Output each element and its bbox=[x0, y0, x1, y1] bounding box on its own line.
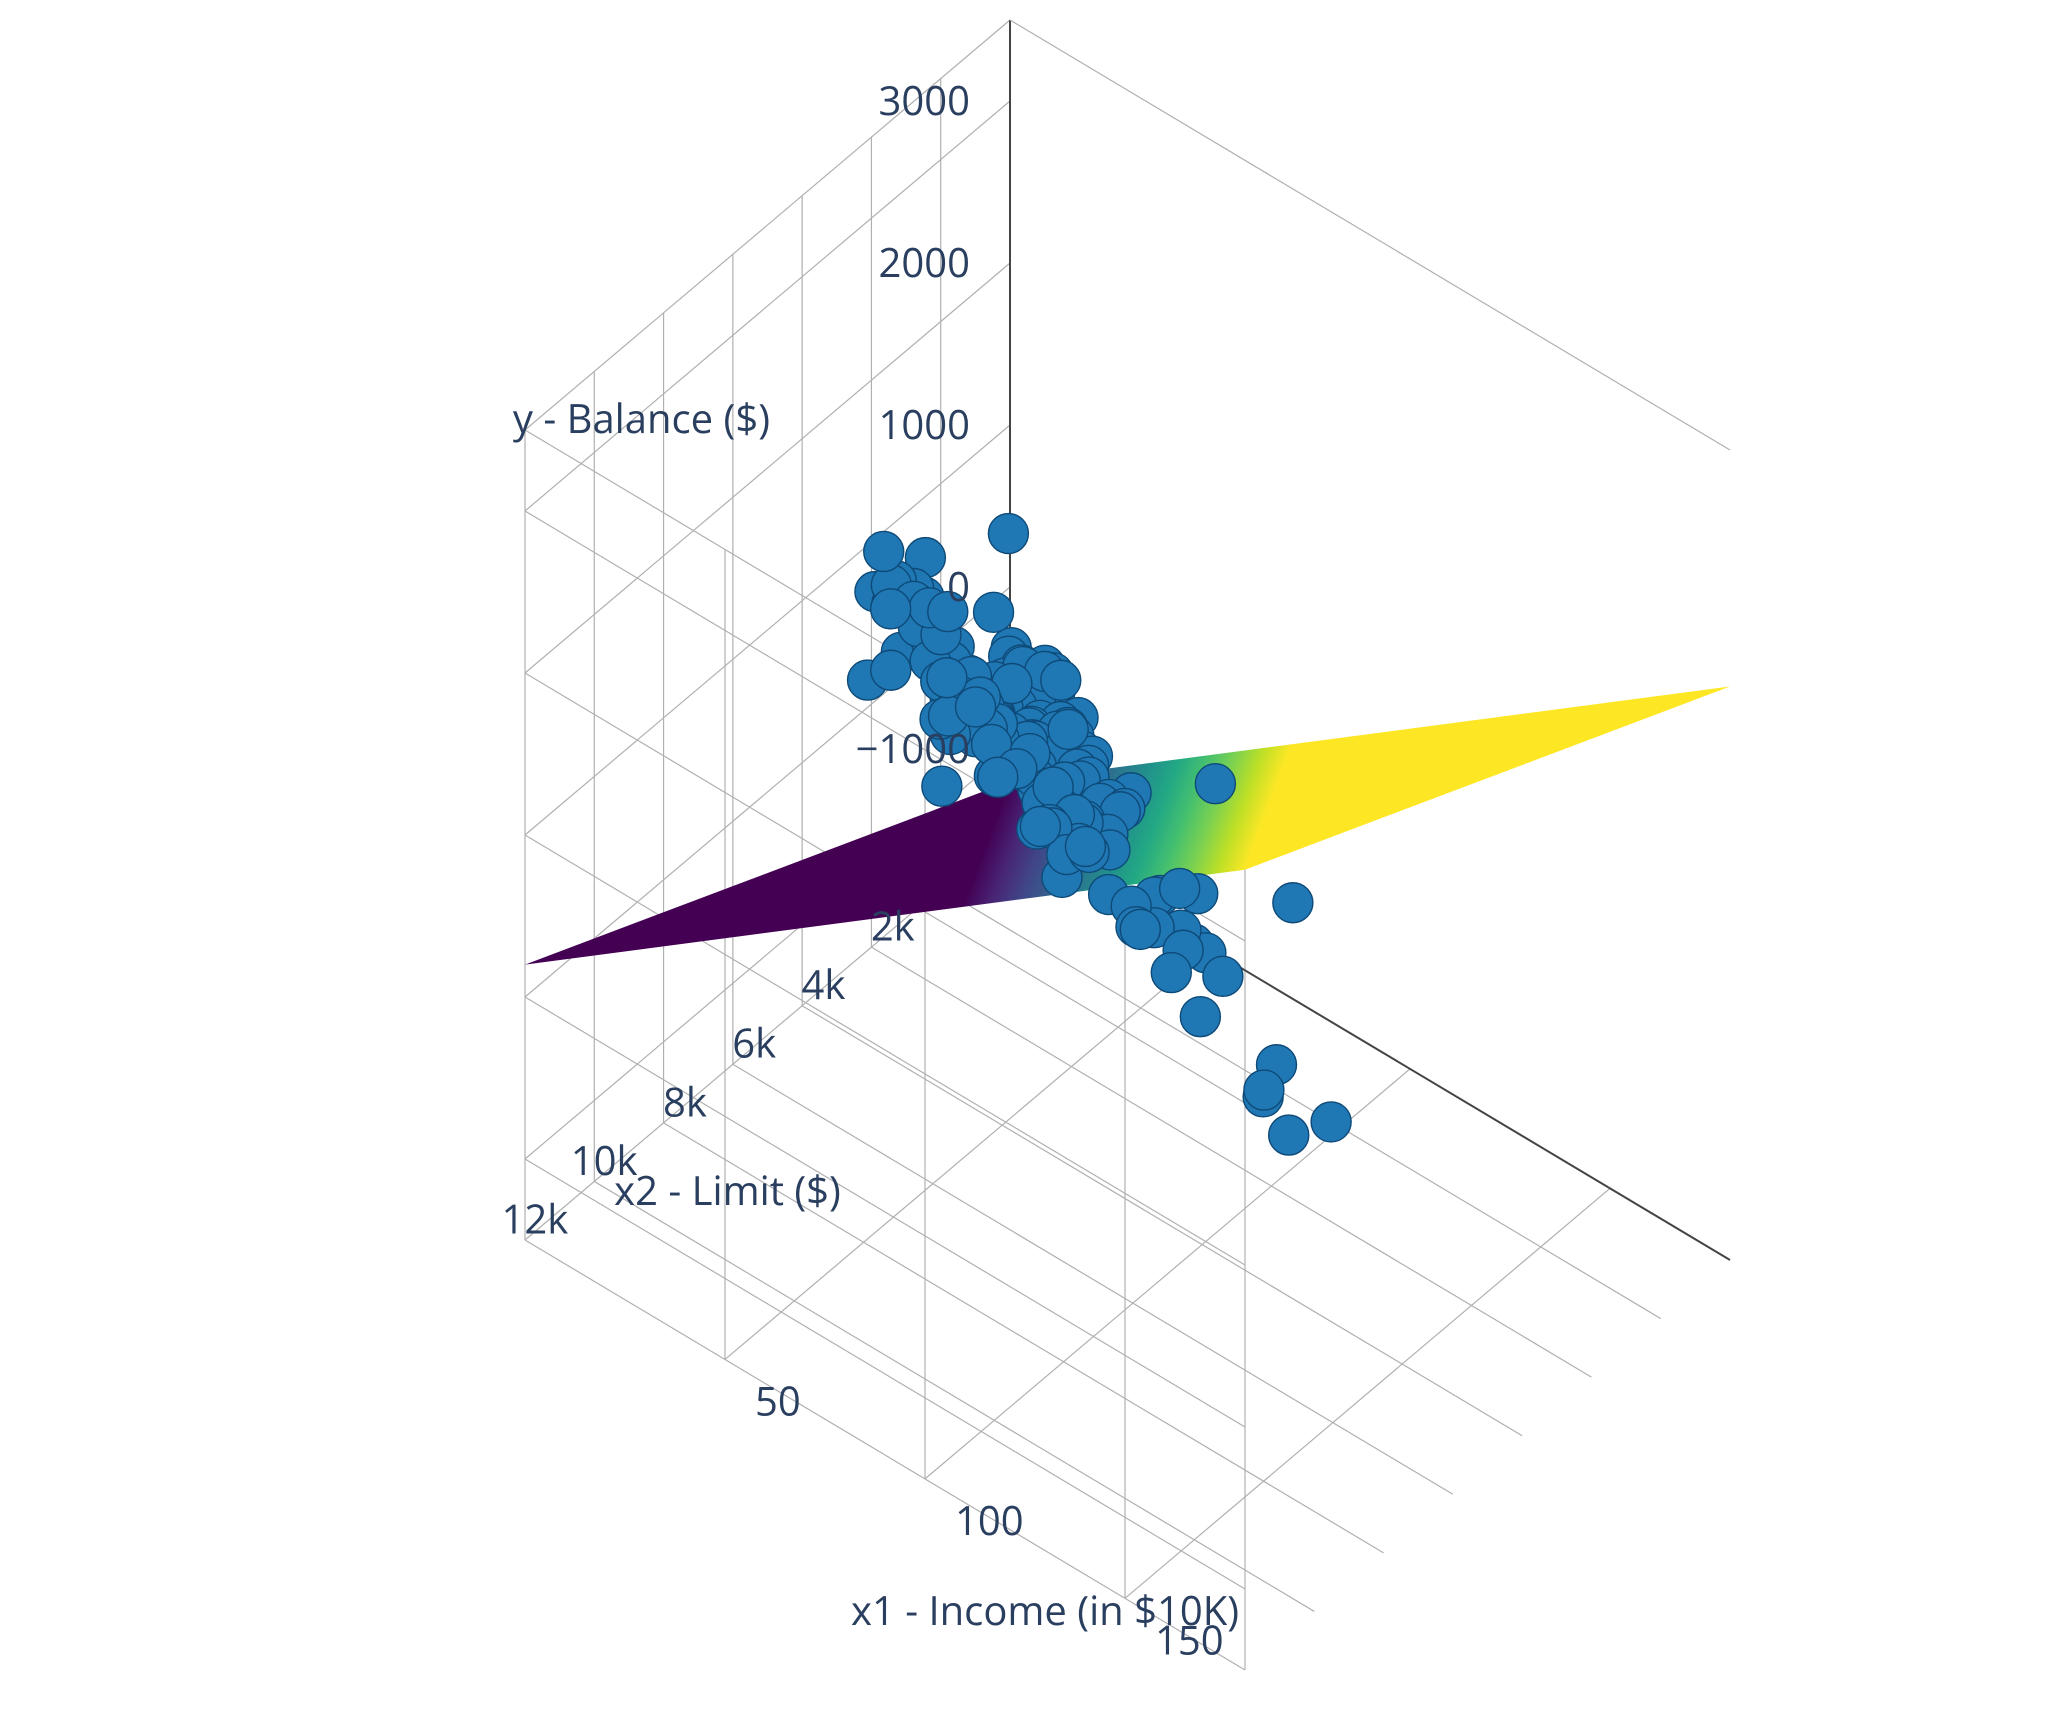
y-tick-label: 4k bbox=[802, 956, 846, 1011]
y-tick-label: 2k bbox=[871, 898, 915, 953]
data-point bbox=[978, 757, 1018, 797]
data-point bbox=[1195, 764, 1235, 804]
data-point bbox=[927, 658, 967, 698]
data-point bbox=[1160, 868, 1200, 908]
data-point bbox=[1151, 953, 1191, 993]
z-tick-label: 0 bbox=[947, 558, 970, 613]
data-point bbox=[871, 650, 911, 690]
data-point bbox=[871, 589, 911, 629]
z-tick-label: 1000 bbox=[879, 396, 970, 451]
chart-container: −100001000200030002k4k6k8k10k12k50100150… bbox=[0, 0, 2058, 1712]
y-tick-label: 12k bbox=[502, 1190, 569, 1245]
data-point bbox=[1120, 909, 1160, 949]
data-point bbox=[1244, 1070, 1284, 1110]
y-tick-label: 6k bbox=[732, 1015, 776, 1070]
x-tick-label: 100 bbox=[955, 1492, 1024, 1547]
z-tick-label: −1000 bbox=[856, 720, 970, 775]
data-point bbox=[988, 514, 1028, 554]
data-point bbox=[1273, 883, 1313, 923]
data-point bbox=[864, 531, 904, 571]
axis-lines bbox=[1010, 20, 1730, 1260]
data-point bbox=[1041, 660, 1081, 700]
y-tick-label: 8k bbox=[663, 1073, 707, 1128]
data-point bbox=[1269, 1115, 1309, 1155]
scatter3d-surface-chart[interactable]: −100001000200030002k4k6k8k10k12k50100150… bbox=[0, 0, 2058, 1712]
y-axis-label: x2 - Limit ($) bbox=[614, 1162, 841, 1217]
x-axis-label: x1 - Income (in $10K) bbox=[851, 1582, 1239, 1637]
data-point bbox=[1065, 826, 1105, 866]
data-point bbox=[1311, 1102, 1351, 1142]
x-tick-label: 50 bbox=[755, 1372, 801, 1427]
data-point bbox=[1048, 709, 1088, 749]
data-point bbox=[1020, 806, 1060, 846]
z-tick-label: 3000 bbox=[879, 72, 970, 127]
data-point bbox=[974, 592, 1014, 632]
data-point bbox=[1180, 997, 1220, 1037]
z-axis-label: y - Balance ($) bbox=[513, 390, 770, 445]
data-point bbox=[1203, 956, 1243, 996]
z-tick-label: 2000 bbox=[879, 234, 970, 289]
